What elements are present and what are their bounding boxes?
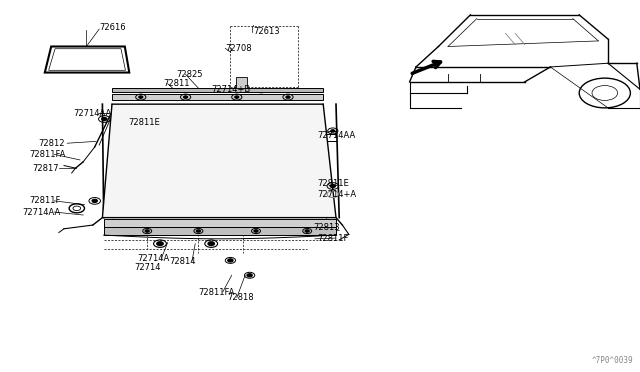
FancyBboxPatch shape bbox=[104, 219, 336, 227]
Circle shape bbox=[92, 199, 97, 202]
FancyBboxPatch shape bbox=[104, 227, 336, 235]
Text: 72811E: 72811E bbox=[317, 179, 349, 187]
Circle shape bbox=[235, 96, 239, 98]
Text: 72714AA: 72714AA bbox=[22, 208, 61, 217]
Circle shape bbox=[286, 96, 290, 98]
Text: 72616: 72616 bbox=[99, 23, 126, 32]
Polygon shape bbox=[45, 46, 129, 73]
Text: 72714A: 72714A bbox=[138, 254, 170, 263]
Circle shape bbox=[145, 230, 149, 232]
Text: 72708: 72708 bbox=[225, 44, 252, 53]
Text: 72714AA: 72714AA bbox=[74, 109, 112, 118]
Text: 72811FA: 72811FA bbox=[29, 150, 65, 159]
Text: 72714AA: 72714AA bbox=[317, 131, 355, 140]
Circle shape bbox=[196, 230, 200, 232]
Text: 72811FA: 72811FA bbox=[198, 288, 235, 296]
Circle shape bbox=[254, 230, 258, 232]
Text: 72613: 72613 bbox=[253, 27, 280, 36]
Circle shape bbox=[330, 185, 335, 187]
Circle shape bbox=[247, 274, 252, 277]
Circle shape bbox=[208, 242, 214, 246]
Text: 72812: 72812 bbox=[38, 139, 65, 148]
Circle shape bbox=[331, 130, 335, 132]
Polygon shape bbox=[102, 104, 336, 218]
FancyBboxPatch shape bbox=[236, 77, 247, 88]
Circle shape bbox=[157, 242, 163, 246]
Text: ^7P0^0039: ^7P0^0039 bbox=[592, 356, 634, 365]
FancyBboxPatch shape bbox=[112, 94, 323, 100]
Text: 72811F: 72811F bbox=[317, 234, 348, 243]
Text: 72714+B: 72714+B bbox=[211, 85, 250, 94]
Text: 72811E: 72811E bbox=[128, 118, 160, 126]
Circle shape bbox=[184, 96, 188, 98]
FancyBboxPatch shape bbox=[112, 88, 323, 92]
Text: 72811F: 72811F bbox=[29, 196, 60, 205]
Text: 72714: 72714 bbox=[134, 263, 161, 272]
Circle shape bbox=[305, 230, 309, 232]
Text: 72817: 72817 bbox=[32, 164, 59, 173]
Text: 72714+A: 72714+A bbox=[317, 190, 356, 199]
Circle shape bbox=[228, 259, 233, 262]
Text: 72814: 72814 bbox=[170, 257, 196, 266]
Text: 72811: 72811 bbox=[163, 79, 189, 88]
Circle shape bbox=[102, 118, 107, 121]
Text: 72813: 72813 bbox=[314, 223, 340, 232]
Text: 72825: 72825 bbox=[176, 70, 202, 79]
Text: 72818: 72818 bbox=[227, 293, 254, 302]
Circle shape bbox=[139, 96, 143, 98]
